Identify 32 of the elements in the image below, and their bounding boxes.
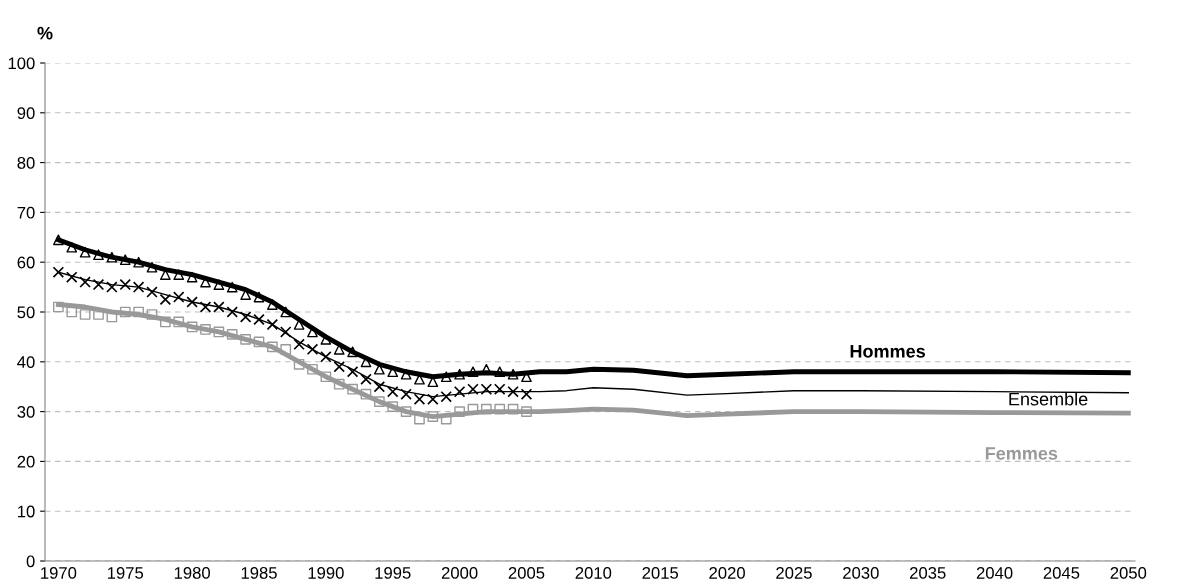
y-tick-label: 40 bbox=[17, 356, 35, 368]
y-tick-label: 0 bbox=[26, 555, 35, 568]
x-tick-label: 1975 bbox=[107, 567, 144, 579]
x-tick-label: 2035 bbox=[910, 567, 946, 579]
x-tick-label: 2005 bbox=[508, 567, 545, 579]
x-tick-label: 2045 bbox=[1043, 567, 1080, 579]
series-label: Femmes bbox=[985, 447, 1058, 460]
y-tick-label: 60 bbox=[17, 256, 35, 269]
x-tick-label: 1970 bbox=[41, 567, 77, 579]
y-tick-label: 100 bbox=[8, 57, 35, 70]
x-tick-label: 2015 bbox=[642, 567, 679, 579]
y-axis-title: % bbox=[37, 26, 53, 40]
x-tick-label: 2030 bbox=[843, 567, 879, 579]
y-tick-label: 50 bbox=[17, 306, 35, 319]
x-tick-label: 1995 bbox=[375, 567, 411, 579]
x-tick-label: 1985 bbox=[241, 567, 277, 579]
x-tick-label: 2020 bbox=[709, 567, 745, 579]
x-tick-label: 2010 bbox=[575, 567, 612, 579]
x-tick-label: 2025 bbox=[776, 567, 812, 579]
y-tick-label: 20 bbox=[17, 455, 35, 468]
y-tick-label: 10 bbox=[18, 505, 35, 518]
x-tick-label: 2000 bbox=[441, 567, 478, 579]
x-tick-label: 2040 bbox=[976, 567, 1013, 579]
y-tick-label: 30 bbox=[17, 406, 35, 418]
y-tick-label: 90 bbox=[17, 107, 35, 119]
y-tick-label: 80 bbox=[17, 157, 35, 169]
series-label: Ensemble bbox=[1009, 392, 1088, 406]
x-tick-label: 1990 bbox=[308, 567, 344, 579]
x-tick-label: 2050 bbox=[1110, 567, 1147, 579]
series-label: Hommes bbox=[850, 345, 925, 358]
y-tick-label: 70 bbox=[17, 206, 35, 219]
x-tick-label: 1980 bbox=[174, 567, 210, 579]
